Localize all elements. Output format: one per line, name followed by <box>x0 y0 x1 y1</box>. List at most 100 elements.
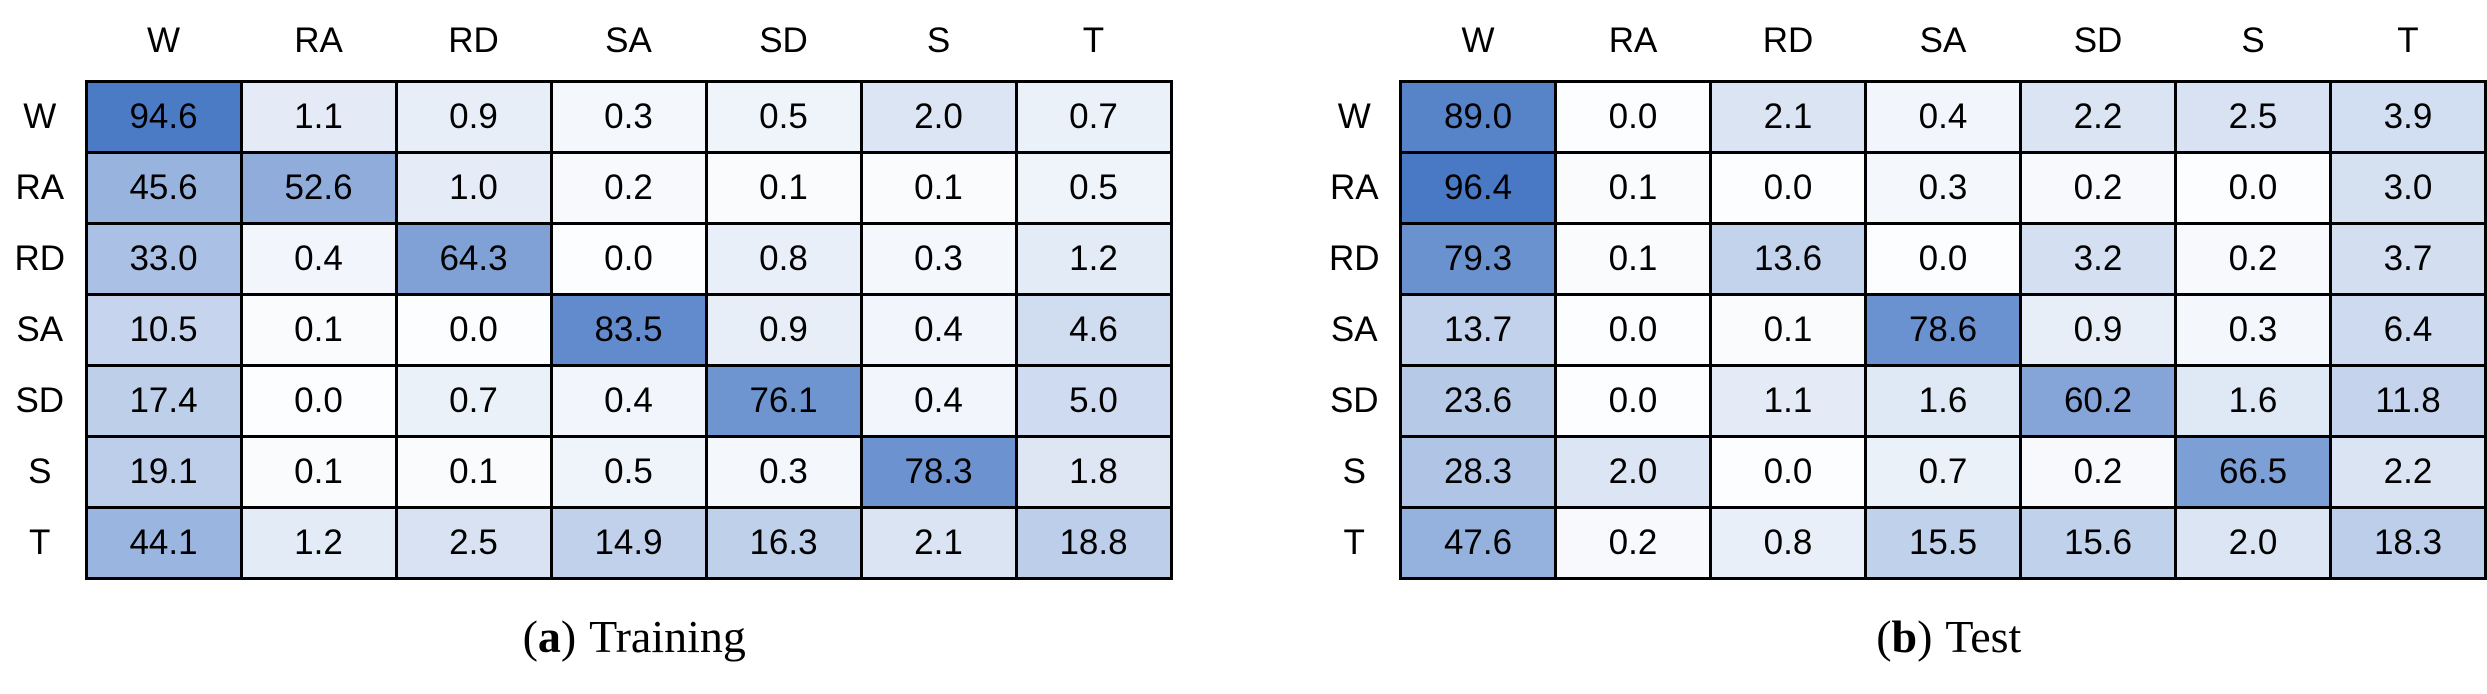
caption-letter: a <box>537 611 561 662</box>
matrix-cell: 0.0 <box>239 364 398 438</box>
column-header-t: T <box>2330 12 2486 82</box>
matrix-cell: 13.7 <box>1399 293 1557 367</box>
matrix-cell: 45.6 <box>84 151 243 225</box>
matrix-cell: 3.2 <box>2019 222 2177 296</box>
caption-training: (a) Training <box>10 610 1173 663</box>
column-header-s: S <box>2175 12 2331 82</box>
matrix-cell: 0.9 <box>704 293 863 367</box>
corner-spacer <box>10 12 86 82</box>
matrix-cell: 0.0 <box>1709 151 1867 225</box>
column-header-w: W <box>1400 12 1556 82</box>
row-header-w: W <box>1324 81 1401 153</box>
matrix-cell: 83.5 <box>549 293 708 367</box>
row-header-w: W <box>10 81 86 153</box>
matrix-cell: 2.0 <box>859 80 1018 154</box>
column-header-s: S <box>861 12 1016 82</box>
matrix-cell: 18.3 <box>2329 506 2487 580</box>
matrix-cell: 3.7 <box>2329 222 2487 296</box>
matrix-cell: 0.3 <box>704 435 863 509</box>
row-header-rd: RD <box>10 223 86 295</box>
matrix-cell: 2.1 <box>1709 80 1867 154</box>
column-header-rd: RD <box>396 12 551 82</box>
matrix-cell: 89.0 <box>1399 80 1557 154</box>
matrix-cell: 0.4 <box>859 293 1018 367</box>
matrix-cell: 11.8 <box>2329 364 2487 438</box>
matrix-cell: 2.2 <box>2019 80 2177 154</box>
row-header-t: T <box>10 507 86 579</box>
matrix-row-s: S 28.3 2.0 0.0 0.7 0.2 66.5 2.2 <box>1324 435 2487 509</box>
matrix-row-sd: SD 23.6 0.0 1.1 1.6 60.2 1.6 11.8 <box>1324 364 2487 438</box>
matrix-cell: 3.9 <box>2329 80 2487 154</box>
matrix-cell: 6.4 <box>2329 293 2487 367</box>
matrix-row-rd: RD 33.0 0.4 64.3 0.0 0.8 0.3 1.2 <box>10 222 1173 296</box>
matrix-cell: 52.6 <box>239 151 398 225</box>
matrix-cell: 1.2 <box>239 506 398 580</box>
matrix-cell: 2.2 <box>2329 435 2487 509</box>
column-header-w: W <box>86 12 241 82</box>
column-header-sd: SD <box>706 12 861 82</box>
matrix-cell: 0.7 <box>1014 80 1173 154</box>
column-header-ra: RA <box>1555 12 1711 82</box>
matrix-cell: 0.0 <box>549 222 708 296</box>
confusion-matrix-training: W RA RD SA SD S T W 94.6 1.1 0.9 0.3 0.5 2.0 0.7 RA 45.6… <box>10 12 1173 580</box>
matrix-cell: 5.0 <box>1014 364 1173 438</box>
column-header-sa: SA <box>551 12 706 82</box>
corner-spacer <box>1324 12 1401 82</box>
matrix-cell: 0.1 <box>704 151 863 225</box>
confusion-matrix-table-test: W RA RD SA SD S T W 89.0 0.0 2.1 0.4 2.2 2.5 3.9 RA 96.4… <box>1324 12 2487 580</box>
caption-text: Test <box>1945 611 2022 662</box>
matrix-cell: 0.4 <box>549 364 708 438</box>
matrix-cell: 0.1 <box>1709 293 1867 367</box>
matrix-cell: 10.5 <box>84 293 243 367</box>
matrix-row-rd: RD 79.3 0.1 13.6 0.0 3.2 0.2 3.7 <box>1324 222 2487 296</box>
matrix-cell: 0.1 <box>859 151 1018 225</box>
row-header-rd: RD <box>1324 223 1401 295</box>
matrix-cell: 64.3 <box>394 222 553 296</box>
matrix-row-sa: SA 10.5 0.1 0.0 83.5 0.9 0.4 4.6 <box>10 293 1173 367</box>
matrix-row-t: T 47.6 0.2 0.8 15.5 15.6 2.0 18.3 <box>1324 506 2487 580</box>
matrix-cell: 66.5 <box>2174 435 2332 509</box>
matrix-cell: 1.1 <box>1709 364 1867 438</box>
matrix-row-t: T 44.1 1.2 2.5 14.9 16.3 2.1 18.8 <box>10 506 1173 580</box>
matrix-row-ra: RA 45.6 52.6 1.0 0.2 0.1 0.1 0.5 <box>10 151 1173 225</box>
matrix-cell: 2.1 <box>859 506 1018 580</box>
matrix-cell: 3.0 <box>2329 151 2487 225</box>
matrix-cell: 0.1 <box>1554 151 1712 225</box>
matrix-cell: 0.2 <box>2019 435 2177 509</box>
matrix-cell: 0.0 <box>2174 151 2332 225</box>
matrix-cell: 0.1 <box>239 293 398 367</box>
column-header-row: W RA RD SA SD S T <box>1324 12 2486 82</box>
matrix-cell: 0.3 <box>1864 151 2022 225</box>
matrix-cell: 78.6 <box>1864 293 2022 367</box>
matrix-cell: 0.0 <box>1709 435 1867 509</box>
matrix-cell: 1.2 <box>1014 222 1173 296</box>
matrix-cell: 0.9 <box>394 80 553 154</box>
confusion-matrix-test: W RA RD SA SD S T W 89.0 0.0 2.1 0.4 2.2 2.5 3.9 RA 96.4… <box>1324 12 2487 580</box>
row-header-ra: RA <box>1324 152 1401 224</box>
matrix-cell: 47.6 <box>1399 506 1557 580</box>
matrix-cell: 4.6 <box>1014 293 1173 367</box>
matrix-cell: 44.1 <box>84 506 243 580</box>
matrix-cell: 2.5 <box>2174 80 2332 154</box>
column-header-t: T <box>1016 12 1171 82</box>
matrix-cell: 0.0 <box>1864 222 2022 296</box>
column-header-sa: SA <box>1865 12 2021 82</box>
matrix-cell: 1.8 <box>1014 435 1173 509</box>
matrix-cell: 0.5 <box>704 80 863 154</box>
matrix-cell: 0.4 <box>239 222 398 296</box>
column-header-rd: RD <box>1710 12 1866 82</box>
matrix-cell: 15.6 <box>2019 506 2177 580</box>
matrix-cell: 18.8 <box>1014 506 1173 580</box>
column-header-sd: SD <box>2020 12 2176 82</box>
matrix-cell: 0.8 <box>1709 506 1867 580</box>
matrix-cell: 60.2 <box>2019 364 2177 438</box>
caption-letter: b <box>1891 611 1918 662</box>
matrix-cell: 0.0 <box>394 293 553 367</box>
matrix-cell: 15.5 <box>1864 506 2022 580</box>
matrix-cell: 14.9 <box>549 506 708 580</box>
row-header-sa: SA <box>10 294 86 366</box>
panel-test: W RA RD SA SD S T W 89.0 0.0 2.1 0.4 2.2 2.5 3.9 RA 96.4… <box>1324 12 2487 663</box>
matrix-cell: 0.9 <box>2019 293 2177 367</box>
matrix-cell: 78.3 <box>859 435 1018 509</box>
confusion-matrices-figure: W RA RD SA SD S T W 94.6 1.1 0.9 0.3 0.5 2.0 0.7 RA 45.6… <box>10 12 2487 663</box>
